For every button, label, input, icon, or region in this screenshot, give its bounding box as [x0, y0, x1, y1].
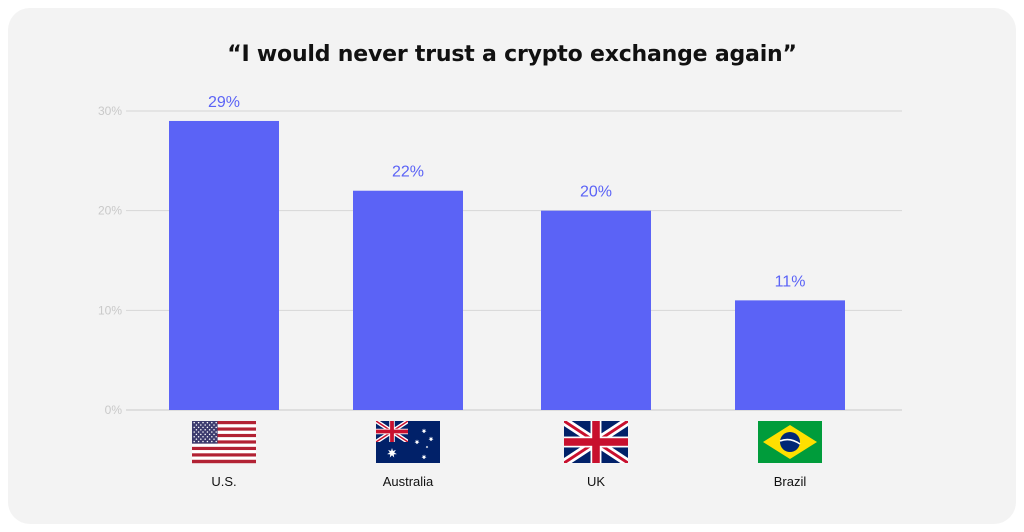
y-tick-label: 20% — [98, 204, 122, 218]
australia-flag-icon — [376, 421, 440, 463]
y-tick-label: 0% — [105, 403, 123, 417]
data-label: 20% — [580, 184, 612, 201]
brazil-flag-icon — [758, 421, 822, 463]
bar — [735, 300, 845, 410]
data-label: 22% — [392, 164, 424, 181]
bar — [541, 210, 651, 410]
uk-flag-icon — [564, 421, 628, 463]
data-label: 11% — [775, 273, 806, 290]
y-tick-label: 10% — [98, 303, 122, 317]
bar — [353, 190, 463, 410]
x-category-label: U.S. — [211, 474, 236, 489]
bar — [169, 120, 279, 410]
data-label: 29% — [208, 94, 240, 111]
x-category-label: Brazil — [774, 474, 807, 489]
y-tick-label: 30% — [98, 104, 122, 118]
chart-title: “I would never trust a crypto exchange a… — [227, 42, 797, 67]
x-category-label: Australia — [383, 474, 434, 489]
us-flag-icon — [192, 421, 256, 464]
x-category-label: UK — [587, 474, 605, 489]
